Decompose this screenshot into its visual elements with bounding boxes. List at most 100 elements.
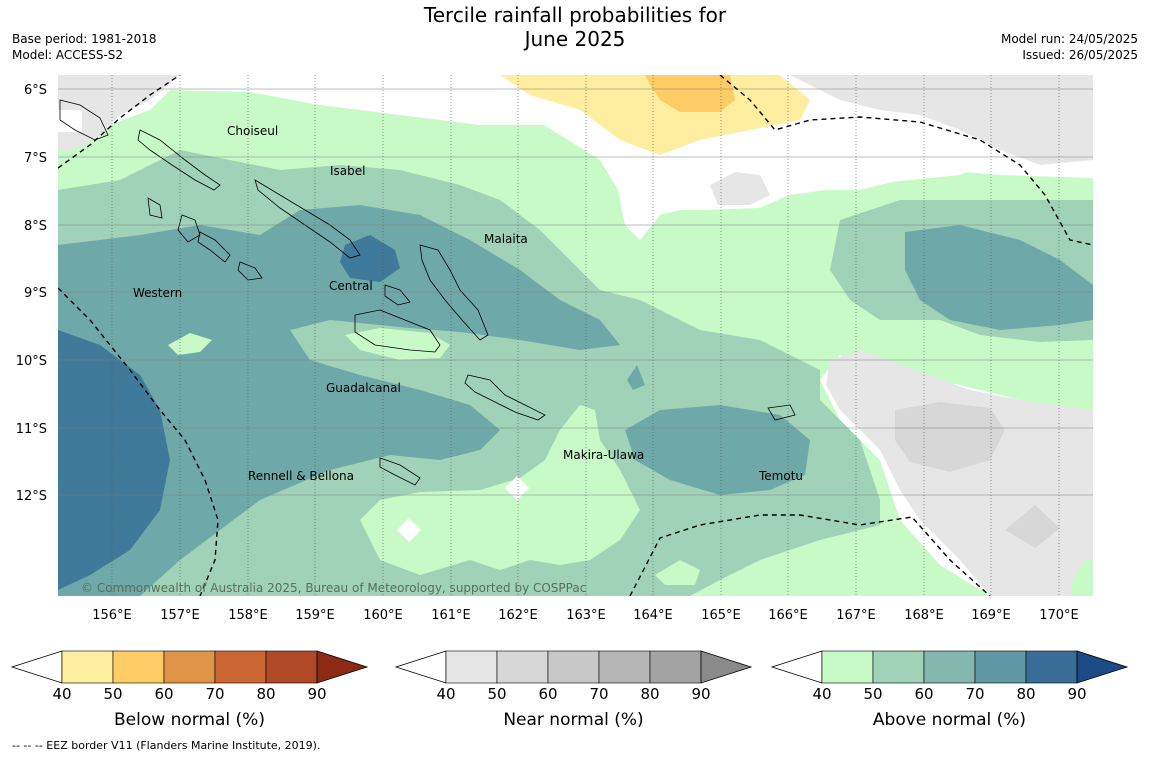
base-period: Base period: 1981-2018 xyxy=(12,32,157,46)
lat-label: 9°S xyxy=(24,286,47,301)
lon-label: 165°E xyxy=(701,608,741,623)
lon-label: 157°E xyxy=(160,608,200,623)
colorbar-tick-label: 70 xyxy=(965,685,984,703)
lat-label: 12°S xyxy=(16,489,47,504)
above-40-patch-west xyxy=(168,333,212,355)
lat-label: 8°S xyxy=(24,219,47,234)
colorbar-segment xyxy=(547,650,600,684)
near-40-top-right xyxy=(790,75,1093,165)
near-50-small xyxy=(1005,505,1060,548)
region-label-isabel: Isabel xyxy=(330,164,365,178)
above-60-south xyxy=(625,405,810,495)
title-line-1: Tercile rainfall probabilities for xyxy=(423,3,727,27)
region-label-rennell-bellona: Rennell & Bellona xyxy=(248,469,354,483)
colorbar-extend-low xyxy=(10,650,63,684)
near-50-bottom-right xyxy=(895,402,1005,472)
colorbar-segment xyxy=(649,650,702,684)
colorbar-extend-high xyxy=(1076,650,1129,684)
lat-label: 7°S xyxy=(24,151,47,166)
lon-label: 169°E xyxy=(971,608,1011,623)
lat-labels: 6°S 7°S 8°S 9°S 10°S 11°S 12°S xyxy=(16,83,47,504)
colorbar-segment xyxy=(214,650,267,684)
lon-label: 163°E xyxy=(566,608,606,623)
above-40-patch-small xyxy=(655,560,700,585)
map-area: © Commonwealth of Australia 2025, Bureau… xyxy=(58,75,1093,596)
colorbar-tick-label: 90 xyxy=(691,685,710,703)
title-line-2: June 2025 xyxy=(524,27,626,51)
meta-left: Base period: 1981-2018 Model: ACCESS-S2 xyxy=(12,31,157,63)
lon-label: 164°E xyxy=(633,608,673,623)
meta-right: Model run: 24/05/2025 Issued: 26/05/2025 xyxy=(1001,31,1138,63)
below-normal-colorbar: 40 50 60 70 80 90 Below normal (%) xyxy=(10,650,369,730)
lat-label: 11°S xyxy=(16,422,47,437)
colorbar-segment xyxy=(1025,650,1078,684)
issued-date: Issued: 26/05/2025 xyxy=(1022,48,1138,62)
white-strip xyxy=(58,110,82,132)
above-70-west xyxy=(58,330,170,590)
colorbar-tick-label: 60 xyxy=(914,685,933,703)
lat-gridlines xyxy=(58,88,1093,496)
region-label-choiseul: Choiseul xyxy=(227,124,278,138)
lon-label: 170°E xyxy=(1039,608,1079,623)
colorbar-tick-label: 60 xyxy=(154,685,173,703)
white-square xyxy=(397,518,421,542)
below-50-region xyxy=(645,75,735,112)
region-label-temotu: Temotu xyxy=(758,469,803,483)
region-label-guadalcanal: Guadalcanal xyxy=(326,381,401,395)
lon-label: 168°E xyxy=(904,608,944,623)
colorbar-segment xyxy=(872,650,925,684)
copyright-text: © Commonwealth of Australia 2025, Bureau… xyxy=(81,581,586,595)
colorbar-tick-label: 70 xyxy=(589,685,608,703)
colorbar-tick-label: 80 xyxy=(256,685,275,703)
lon-label: 167°E xyxy=(836,608,876,623)
colorbar-tick-label: 90 xyxy=(1067,685,1086,703)
colorbar-tick-label: 40 xyxy=(436,685,455,703)
lat-label: 6°S xyxy=(24,83,47,98)
colorbars: 40 50 60 70 80 90 Below normal (%) 40 50 60 70 80 90… xyxy=(10,650,1129,730)
chart-title: Tercile rainfall probabilities for June … xyxy=(375,3,775,51)
above-40-patch-bottom xyxy=(360,405,640,575)
above-60-east xyxy=(905,225,1093,330)
region-label-makira-ulawa: Makira-Ulawa xyxy=(563,448,644,462)
colorbar-tick-label: 50 xyxy=(103,685,122,703)
lon-labels: 156°E 157°E 158°E 159°E 160°E 161°E 162°… xyxy=(92,608,1079,623)
above-40-patch-central xyxy=(345,328,450,360)
near-40-small xyxy=(710,172,770,205)
model-run: Model run: 24/05/2025 xyxy=(1000,32,1138,46)
above-40-patch-bottom-right xyxy=(1072,560,1093,596)
lon-label: 161°E xyxy=(431,608,471,623)
lat-label: 10°S xyxy=(16,354,47,369)
near-40-top-left xyxy=(58,75,180,150)
lon-label: 159°E xyxy=(295,608,335,623)
colorbar-tick-label: 50 xyxy=(863,685,882,703)
colorbar-segment xyxy=(265,650,318,684)
colorbar-extend-low xyxy=(394,650,447,684)
colorbar-extend-high xyxy=(700,650,753,684)
colorbar-tick-label: 80 xyxy=(1016,685,1035,703)
near-normal-colorbar: 40 50 60 70 80 90 Near normal (%) xyxy=(394,650,753,730)
eez-footnote: -- -- -- EEZ border V11 (Flanders Marine… xyxy=(12,739,321,752)
colorbar-extend-high xyxy=(316,650,369,684)
colorbar-tick-label: 90 xyxy=(307,685,326,703)
colorbar-tick-label: 70 xyxy=(205,685,224,703)
colorbar-segment xyxy=(496,650,549,684)
colorbar-tick-label: 80 xyxy=(640,685,659,703)
above-60-region xyxy=(58,205,620,596)
colorbar-segment xyxy=(445,650,498,684)
colorbar-segment xyxy=(923,650,976,684)
colorbar-title: Above normal (%) xyxy=(873,710,1026,730)
region-labels: Choiseul Isabel Malaita Central Western … xyxy=(133,124,803,483)
colorbar-title: Near normal (%) xyxy=(503,710,643,730)
colorbar-segment xyxy=(112,650,165,684)
colorbar-tick-label: 40 xyxy=(812,685,831,703)
colorbar-title: Below normal (%) xyxy=(114,710,265,730)
coastlines xyxy=(59,99,796,486)
region-label-western: Western xyxy=(133,286,182,300)
above-60-small xyxy=(627,365,645,390)
model-name: Model: ACCESS-S2 xyxy=(12,48,124,62)
lon-label: 158°E xyxy=(228,608,268,623)
colorbar-tick-label: 60 xyxy=(538,685,557,703)
white-square xyxy=(505,476,529,500)
colorbar-segment xyxy=(61,650,114,684)
